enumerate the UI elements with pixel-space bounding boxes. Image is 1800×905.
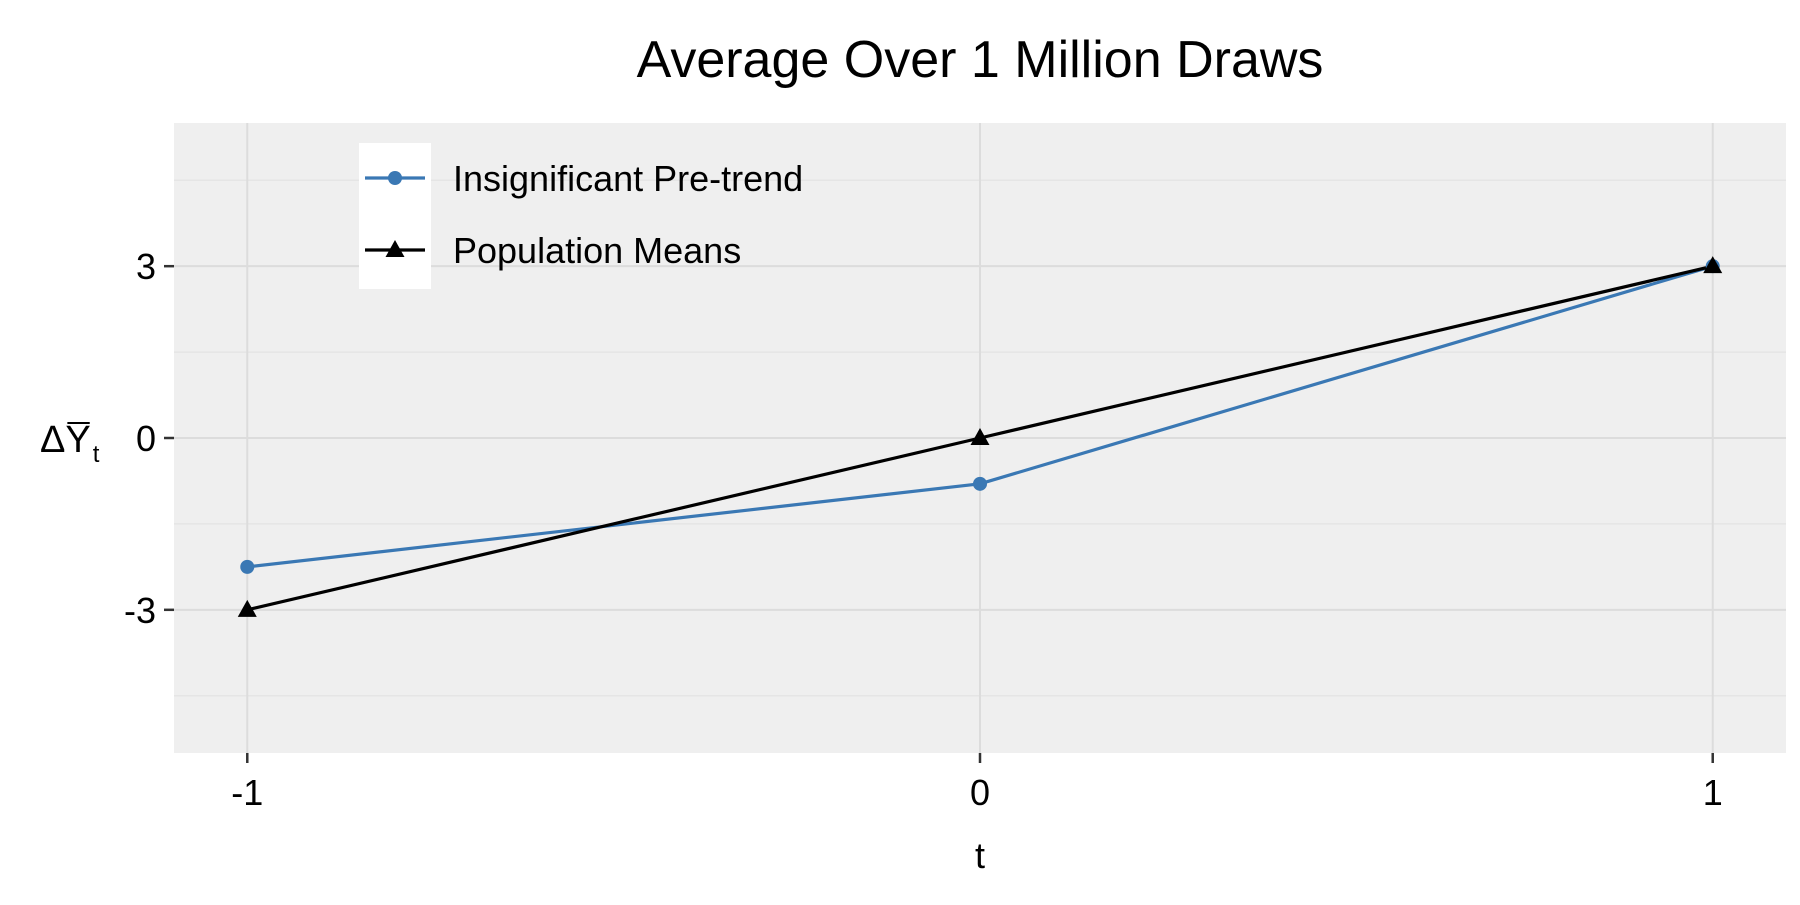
data-point [237,599,257,617]
y-tick-label: 3 [136,246,156,287]
y-axis-label: ΔY t [40,419,100,468]
y-tick-label: -3 [124,590,156,631]
x-tick-label: -1 [231,772,263,813]
x-tick-label: 1 [1703,772,1723,813]
data-point [240,559,255,574]
data-point [970,428,990,445]
legend-key-marker [388,171,402,185]
chart-title: Average Over 1 Million Draws [637,31,1324,89]
axes: -3 0 3 -1 0 1 [124,246,1723,813]
legend-key-marker [385,240,405,257]
y-axis-label-main: ΔY [40,419,91,461]
y-tick-label: 0 [136,418,156,459]
data-point [1703,256,1723,274]
x-tick-label: 0 [970,772,990,813]
legend-key-background [359,143,431,289]
legend-label: Population Means [453,230,741,271]
data-series [237,256,1723,617]
data-point [973,476,987,491]
legend: Insignificant Pre-trend Population Means [359,143,803,289]
y-axis-label-subscript: t [93,441,100,468]
legend-label: Insignificant Pre-trend [453,158,803,199]
x-axis-label: t [975,835,985,876]
